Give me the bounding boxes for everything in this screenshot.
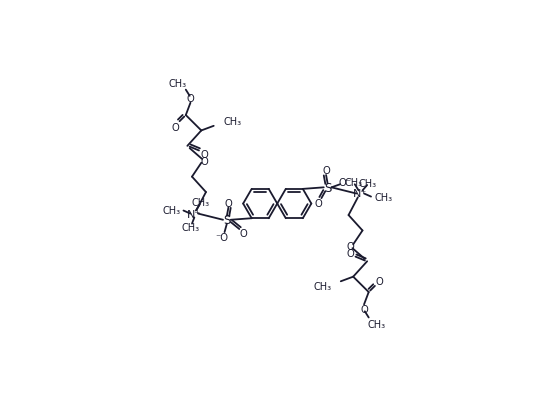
Text: O⁻: O⁻ [339, 178, 352, 188]
Text: O: O [346, 248, 354, 258]
Text: N⁺: N⁺ [187, 209, 201, 219]
Text: ⁻O: ⁻O [216, 233, 228, 243]
Text: O: O [225, 198, 232, 208]
Text: O: O [314, 198, 322, 208]
Text: O: O [187, 94, 194, 104]
Text: CH₃: CH₃ [169, 79, 187, 89]
Text: CH₃: CH₃ [181, 223, 200, 233]
Text: S: S [223, 214, 231, 227]
Text: CH₃: CH₃ [359, 178, 377, 188]
Text: CH₃: CH₃ [162, 205, 181, 215]
Text: O: O [201, 157, 208, 167]
Text: O: O [376, 276, 384, 286]
Text: O: O [239, 228, 247, 238]
Text: CH₃: CH₃ [345, 178, 363, 188]
Text: O: O [201, 150, 208, 160]
Text: N⁺: N⁺ [353, 189, 367, 199]
Text: CH₃: CH₃ [313, 281, 331, 291]
Text: O: O [171, 122, 179, 132]
Text: CH₃: CH₃ [223, 117, 241, 127]
Text: CH₃: CH₃ [374, 193, 392, 203]
Text: CH₃: CH₃ [367, 320, 386, 330]
Text: CH₃: CH₃ [191, 198, 209, 208]
Text: S: S [324, 181, 331, 194]
Text: O: O [360, 304, 368, 314]
Text: O: O [346, 241, 354, 251]
Text: O: O [322, 166, 330, 176]
